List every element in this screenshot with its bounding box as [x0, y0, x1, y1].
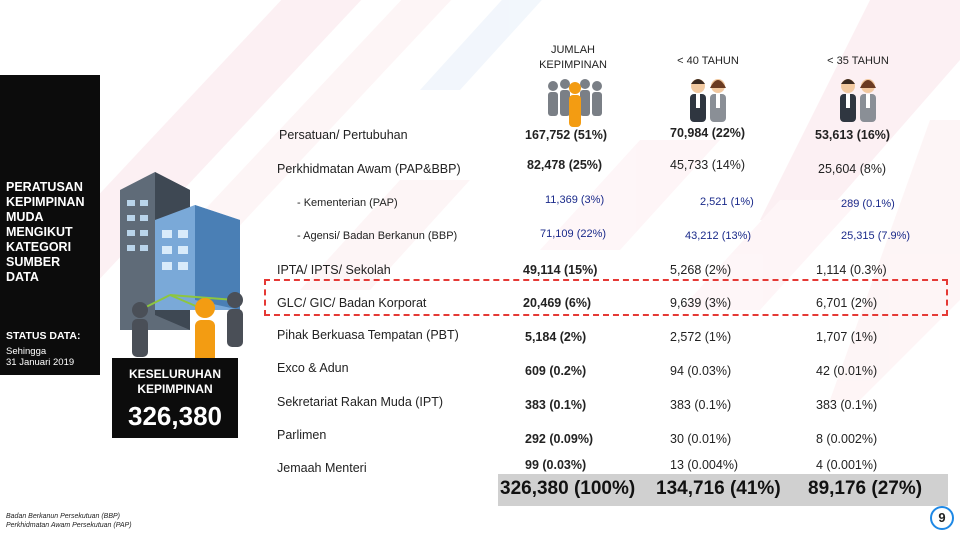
row-label: Jemaah Menteri [277, 461, 367, 475]
row-under-35: 383 (0.1%) [816, 398, 878, 412]
status-title: STATUS DATA: [6, 330, 81, 342]
row-under-40: 70,984 (22%) [670, 126, 746, 140]
total-value: 326,380 [128, 401, 222, 431]
highlight-box [264, 279, 948, 316]
row-total: 49,114 (15%) [523, 263, 598, 277]
row-label: Parlimen [277, 428, 327, 442]
row-label: IPTA/ IPTS/ Sekolah [277, 263, 391, 277]
grand-total-under-35: 89,176 (27%) [808, 478, 923, 499]
grand-total-under-40: 134,716 (41%) [656, 478, 781, 499]
row-under-40: 45,733 (14%) [670, 158, 746, 172]
row-under-40: 94 (0.03%) [670, 364, 732, 378]
row-under-40: 2,572 (1%) [670, 330, 732, 344]
row-total: 11,369 (3%) [545, 194, 605, 206]
row-under-35: 8 (0.002%) [816, 432, 878, 446]
buildings-network-illustration [120, 172, 243, 365]
row-under-40: 30 (0.01%) [670, 432, 732, 446]
page-number: 9 [930, 506, 954, 530]
row-under-40: 2,521 (1%) [700, 196, 754, 208]
row-label: Pihak Berkuasa Tempatan (PBT) [277, 328, 459, 342]
row-label: Persatuan/ Pertubuhan [279, 128, 408, 142]
status-date: Sehingga 31 Januari 2019 [6, 346, 75, 368]
row-under-35: 1,707 (1%) [816, 330, 878, 344]
row-under-35: 6,701 (2%) [816, 296, 878, 310]
header-under-35: < 35 TAHUN [827, 55, 889, 67]
row-under-35: 25,315 (7.9%) [841, 230, 911, 242]
row-label: - Kementerian (PAP) [297, 197, 398, 209]
footnote: Badan Berkanun Persekutuan (BBP) Perkhid… [6, 513, 132, 529]
row-total: 609 (0.2%) [525, 364, 587, 378]
row-label: GLC/ GIC/ Badan Korporat [277, 296, 427, 310]
total-leadership-box: KESELURUHAN KEPIMPINAN 326,380 [112, 358, 238, 438]
row-under-35: 42 (0.01%) [816, 364, 878, 378]
young-leaders-icon-35 [840, 79, 876, 122]
row-total: 71,109 (22%) [540, 228, 607, 240]
header-under-40: < 40 TAHUN [677, 55, 739, 67]
row-label: Perkhidmatan Awam (PAP&BBP) [277, 162, 461, 176]
header-total-leadership: JUMLAH KEPIMPINAN [539, 44, 607, 71]
row-under-40: 13 (0.004%) [670, 458, 739, 472]
row-label: Sekretariat Rakan Muda (IPT) [277, 395, 444, 409]
row-under-35: 1,114 (0.3%) [816, 263, 887, 277]
row-under-35: 53,613 (16%) [815, 128, 891, 142]
row-total: 99 (0.03%) [525, 458, 587, 472]
row-label: Exco & Adun [277, 361, 349, 375]
row-total: 20,469 (6%) [523, 296, 592, 310]
row-under-35: 4 (0.001%) [816, 458, 878, 472]
row-under-40: 43,212 (13%) [685, 230, 752, 242]
row-under-35: 25,604 (8%) [818, 162, 887, 176]
group-people-icon [548, 79, 602, 127]
young-leaders-icon-40 [690, 79, 726, 122]
slide-title: PERATUSAN KEPIMPINAN MUDA MENGIKUT KATEG… [6, 180, 85, 284]
row-under-40: 5,268 (2%) [670, 263, 732, 277]
row-label: - Agensi/ Badan Berkanun (BBP) [297, 230, 458, 242]
row-total: 292 (0.09%) [525, 432, 594, 446]
left-panel [0, 75, 100, 375]
row-total: 82,478 (25%) [527, 158, 603, 172]
row-under-40: 383 (0.1%) [670, 398, 732, 412]
row-total: 383 (0.1%) [525, 398, 587, 412]
row-total: 167,752 (51%) [525, 128, 608, 142]
row-under-35: 289 (0.1%) [841, 198, 895, 210]
total-label: KESELURUHAN KEPIMPINAN [128, 367, 221, 396]
grand-total: 326,380 (100%) [500, 478, 636, 499]
row-total: 5,184 (2%) [525, 330, 587, 344]
totals-band [498, 474, 948, 506]
row-under-40: 9,639 (3%) [670, 296, 732, 310]
